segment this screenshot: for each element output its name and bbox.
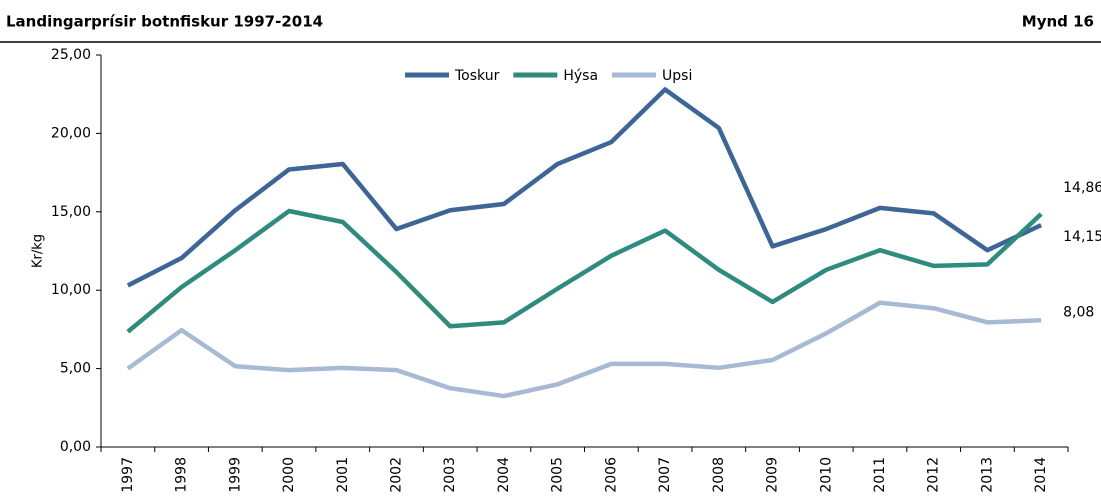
series-line: [126, 300, 1042, 399]
x-tick-label: 2006: [603, 457, 619, 493]
x-tick-label: 2009: [765, 457, 781, 493]
legend-label: Upsi: [662, 68, 692, 84]
y-tick-label: 15,00: [51, 204, 91, 220]
y-axis-label: Kr/kg: [31, 234, 46, 268]
legend-label: Toskur: [454, 68, 500, 84]
x-tick-label: 1997: [120, 457, 136, 493]
x-tick-label: 2007: [657, 457, 673, 493]
data-label: 14,15: [1063, 229, 1101, 245]
x-tick-label: 2005: [550, 457, 566, 493]
x-tick-label: 2008: [711, 457, 727, 493]
x-tick-label: 2000: [281, 457, 297, 493]
x-tick-label: 2001: [335, 457, 351, 493]
y-tick-label: 10,00: [51, 282, 91, 298]
x-tick-label: 2012: [926, 457, 942, 493]
x-tick-label: 2014: [1033, 457, 1049, 493]
data-label: 14,86: [1063, 180, 1101, 196]
series-line: [126, 208, 1043, 334]
y-tick-label: 5,00: [60, 361, 91, 377]
data-label: 8,08: [1063, 304, 1094, 320]
y-tick-label: 25,00: [51, 47, 91, 63]
x-tick-label: 2004: [496, 457, 512, 493]
x-tick-label: 2011: [872, 457, 888, 493]
chart-title: Landingarprísir botnfiskur 1997-2014: [6, 13, 323, 31]
x-tick-label: 1998: [174, 457, 190, 493]
series-line: [126, 87, 1043, 288]
x-tick-label: 2002: [388, 457, 404, 493]
y-tick-label: 0,00: [60, 439, 91, 455]
x-tick-label: 1999: [227, 457, 243, 493]
y-tick-label: 20,00: [51, 125, 91, 141]
x-tick-label: 2003: [442, 457, 458, 493]
x-tick-label: 2010: [818, 457, 834, 493]
legend-label: Hýsa: [563, 68, 598, 84]
x-tick-label: 2013: [979, 457, 995, 493]
figure-label: Mynd 16: [1022, 13, 1094, 31]
